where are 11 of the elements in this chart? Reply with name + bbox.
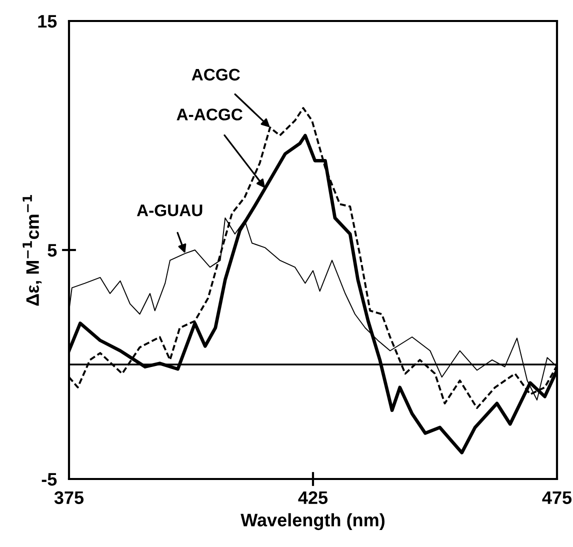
- x-tick-label: 375: [54, 491, 84, 504]
- annotation: A-GUAU: [136, 204, 202, 216]
- annotation: ACGC: [192, 68, 240, 81]
- y-tick-label: -5: [42, 473, 57, 486]
- x-tick-label: 425: [298, 491, 328, 504]
- x-tick-label: 475: [542, 491, 572, 504]
- y-tick-label: 5: [48, 244, 57, 257]
- y-tick-label: 15: [38, 15, 57, 28]
- x-axis-title: Wavelength (nm): [240, 513, 384, 530]
- y-axis-title: Δε, M$^{−1}$cm$^{−1}$: [22, 194, 42, 306]
- annotation: A-ACGC: [176, 108, 242, 120]
